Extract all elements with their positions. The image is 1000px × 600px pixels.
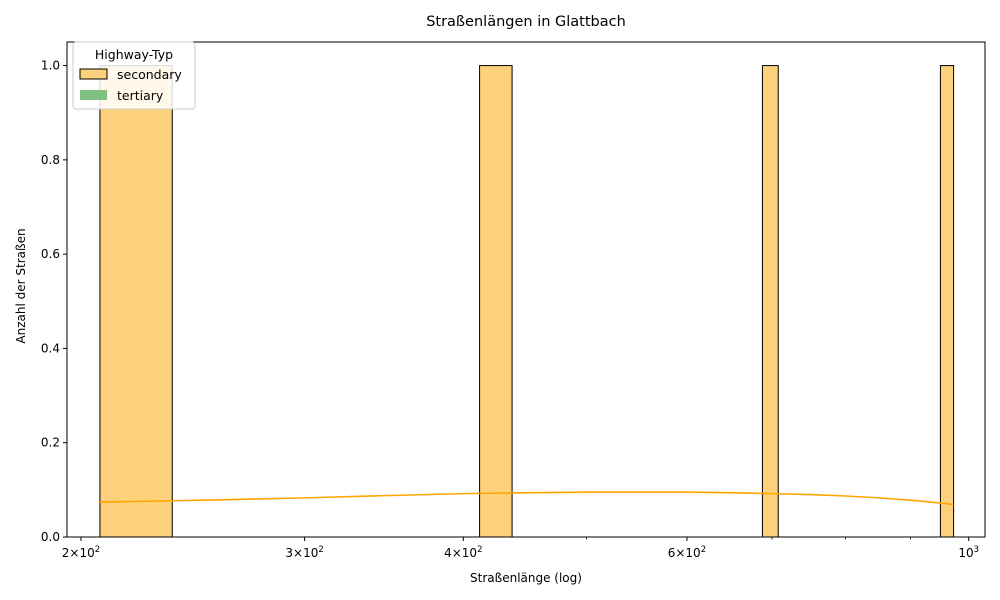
legend-title: Highway-Typ xyxy=(95,47,173,62)
y-tick-label: 0.8 xyxy=(41,153,60,167)
x-tick-label: 6×102 xyxy=(668,545,706,560)
x-tick-label: 2×102 xyxy=(62,545,100,560)
y-tick-label: 1.0 xyxy=(41,59,60,73)
bar-secondary-2 xyxy=(761,65,779,538)
x-tick-label: 3×102 xyxy=(285,545,323,560)
legend: Highway-Typ secondary tertiary xyxy=(72,41,196,110)
kde-line-secondary xyxy=(99,491,954,506)
legend-swatch-tertiary xyxy=(80,90,107,100)
legend-label-secondary: secondary xyxy=(117,67,182,82)
bar-secondary-3 xyxy=(939,65,955,538)
bar-secondary-0 xyxy=(99,65,173,538)
legend-swatch-secondary xyxy=(79,68,108,80)
x-axis-label: Straßenlänge (log) xyxy=(470,571,582,585)
x-tick-label: 103 xyxy=(958,545,979,560)
y-tick-label: 0.6 xyxy=(41,247,60,261)
chart-title: Straßenlängen in Glattbach xyxy=(426,14,626,30)
y-tick-label: 0.0 xyxy=(41,530,60,544)
y-axis-label: Anzahl der Straßen xyxy=(14,228,28,343)
plot-area: 0.0 0.2 0.4 0.6 0.8 1.0 2×102 3×102 4×102 6×102 10… xyxy=(41,41,986,560)
x-tick-label: 4×102 xyxy=(444,545,482,560)
y-tick-label: 0.2 xyxy=(41,436,60,450)
legend-label-tertiary: tertiary xyxy=(117,88,164,103)
axes-frame xyxy=(66,41,986,538)
bar-secondary-1 xyxy=(479,65,513,538)
y-tick-label: 0.4 xyxy=(41,341,60,355)
